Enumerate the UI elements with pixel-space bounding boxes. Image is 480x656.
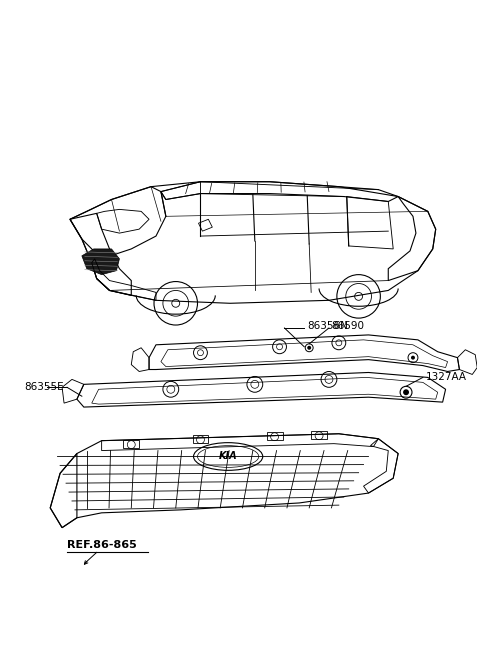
Text: REF.86-865: REF.86-865: [67, 541, 137, 550]
Text: 86356N: 86356N: [307, 321, 348, 331]
Polygon shape: [82, 249, 120, 275]
Text: 1327AA: 1327AA: [426, 373, 467, 382]
Bar: [311, 431, 327, 439]
Text: 86355E: 86355E: [24, 382, 64, 392]
Bar: [267, 432, 283, 440]
Circle shape: [403, 389, 409, 395]
Circle shape: [411, 356, 415, 359]
Circle shape: [307, 346, 311, 350]
Text: 86590: 86590: [331, 321, 364, 331]
Bar: [192, 435, 208, 443]
Bar: [123, 440, 139, 447]
Text: KIA: KIA: [219, 451, 238, 461]
